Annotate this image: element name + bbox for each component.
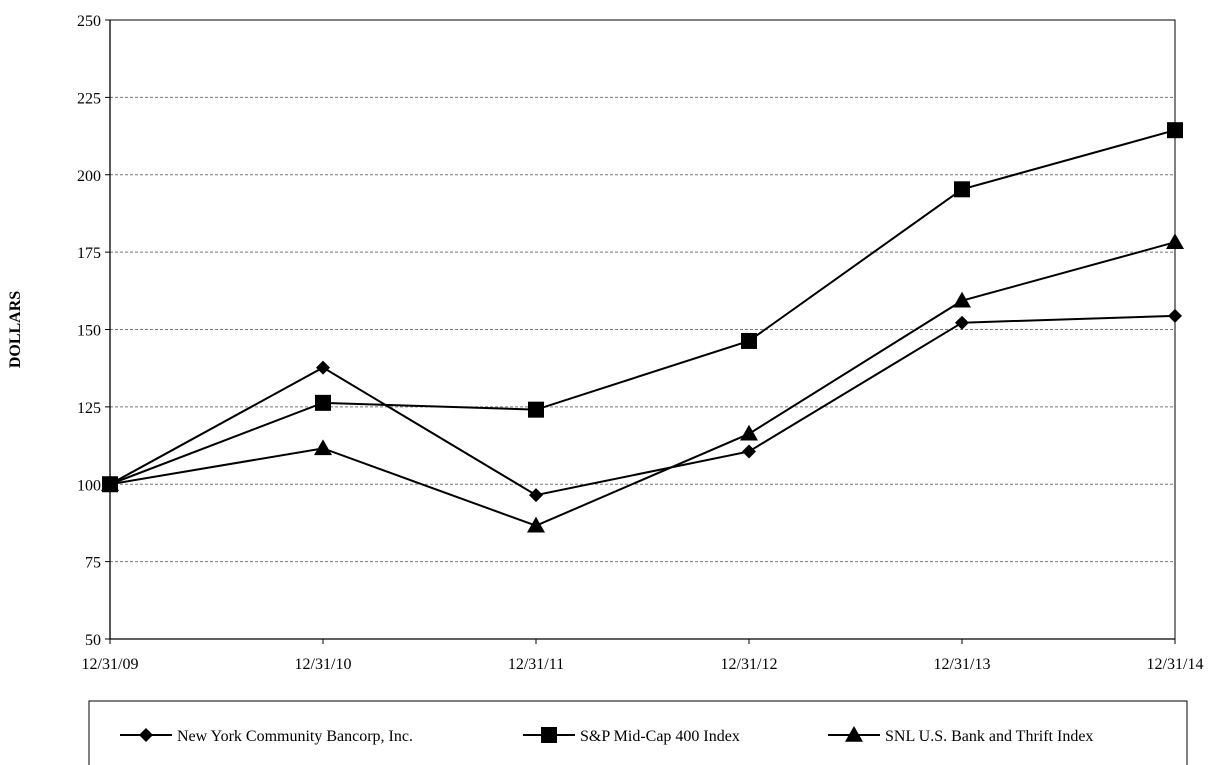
series-line — [109, 129, 1176, 486]
data-point-diamond — [742, 444, 756, 459]
data-point-triangle — [527, 516, 545, 533]
data-point-triangle — [1166, 233, 1184, 249]
y-tick-label: 250 — [77, 13, 101, 30]
y-tick-label: 225 — [77, 90, 101, 107]
data-point-square — [954, 181, 970, 198]
legend-item: SNL U.S. Bank and Thrift Index — [828, 726, 1093, 745]
data-point-triangle — [101, 475, 119, 491]
x-tick-labels: 12/31/09 12/31/10 12/31/11 12/31/12 12/31/13… — [82, 656, 1204, 673]
legend-marker-diamond — [139, 728, 153, 742]
x-tick-label: 12/31/10 — [295, 656, 352, 673]
data-point-triangle — [740, 424, 758, 441]
series-lines — [101, 122, 1184, 533]
y-tick-label: 200 — [77, 168, 101, 185]
legend: New York Community Bancorp, Inc. S&P Mid-… — [88, 700, 1188, 765]
y-tick-label: 150 — [77, 323, 101, 340]
legend-items: New York Community Bancorp, Inc. S&P Mid-… — [120, 726, 1093, 745]
legend-marker-square — [541, 727, 557, 743]
legend-label: SNL U.S. Bank and Thrift Index — [885, 728, 1093, 745]
y-axis-title: DOLLARS — [7, 291, 24, 368]
data-point-square — [315, 394, 331, 411]
legend-label: New York Community Bancorp, Inc. — [177, 728, 413, 745]
data-point-diamond — [1168, 308, 1182, 323]
y-tick-label: 125 — [77, 400, 101, 417]
data-point-diamond — [955, 315, 969, 330]
y-tick-label: 100 — [77, 477, 101, 494]
data-point-square — [528, 401, 544, 418]
y-tick-labels: 50 75 100 125 150 175 200 225 250 — [77, 13, 101, 649]
legend-marker-triangle — [845, 726, 863, 742]
legend-item: S&P Mid-Cap 400 Index — [523, 727, 740, 745]
x-tick-label: 12/31/12 — [721, 656, 778, 673]
data-point-triangle — [953, 291, 971, 308]
x-tick-label: 12/31/14 — [1147, 656, 1204, 673]
data-point-square — [1167, 122, 1183, 139]
gridlines — [110, 96, 1175, 563]
data-point-triangle — [314, 439, 332, 456]
x-tick-label: 12/31/09 — [82, 656, 139, 673]
series-line — [109, 241, 1176, 527]
series-diamond — [103, 308, 1182, 503]
legend-box — [88, 700, 1188, 765]
y-tick-label: 50 — [85, 632, 101, 649]
legend-item: New York Community Bancorp, Inc. — [120, 728, 413, 745]
legend-label: S&P Mid-Cap 400 Index — [580, 728, 740, 745]
data-point-square — [741, 332, 757, 349]
data-point-diamond — [316, 360, 330, 375]
axes — [105, 19, 1176, 644]
series-line — [109, 314, 1176, 497]
data-point-diamond — [529, 488, 543, 503]
series-triangle — [101, 233, 1184, 533]
y-tick-label: 75 — [85, 555, 101, 572]
series-square — [102, 122, 1183, 493]
x-tick-label: 12/31/11 — [508, 656, 564, 673]
y-tick-label: 175 — [77, 245, 101, 262]
x-tick-label: 12/31/13 — [934, 656, 991, 673]
